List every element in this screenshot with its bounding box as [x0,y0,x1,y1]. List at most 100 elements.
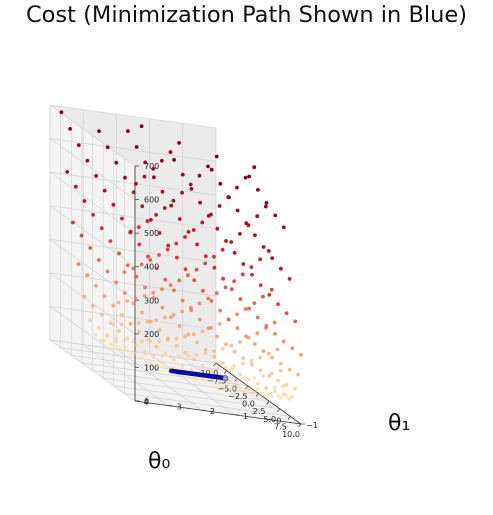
surface-point [284,382,289,387]
surface-point [148,258,153,262]
path-start-point [222,375,229,382]
surface-point [180,309,185,314]
surface-point [114,336,118,341]
surface-point [177,217,182,221]
surface-point [177,324,182,328]
surface-point [220,346,225,351]
surface-point [264,201,269,205]
z-tick-label: 400 [144,263,159,272]
surface-point [220,247,225,252]
surface-point [116,300,121,305]
surface-point [241,356,246,361]
surface-point [96,325,101,330]
x-tick-label: 7.5 [274,422,287,431]
surface-point [235,326,240,331]
z-tick-label: 600 [144,196,159,205]
gridline-z-back [49,138,136,200]
surface-point [177,278,182,283]
surface-point [244,386,248,391]
surface-point [250,272,254,277]
surface-point [148,339,153,344]
surface-point [145,359,150,364]
surface-point [250,362,254,367]
surface-point [212,254,216,259]
y-tick-label: 2 [210,407,215,416]
surface-point [194,267,199,272]
surface-point [154,213,159,217]
surface-point [171,312,176,317]
surface-point [99,312,104,317]
surface-point [215,334,220,339]
surface-point [247,174,252,179]
surface-point [200,220,205,225]
surface-point [252,389,257,394]
surface-point [117,251,121,256]
surface-point [201,288,205,293]
surface-point [252,375,257,380]
surface-point [212,349,216,354]
gridline-x-floor [124,393,291,417]
surface-point [154,362,159,366]
surface-point [269,371,274,376]
surface-point [168,355,173,359]
surface-point [232,349,237,354]
surface-point [235,312,240,317]
surface-point [212,382,217,387]
gridline-x-floor [103,377,270,402]
surface-point [134,181,138,186]
surface-point [272,320,277,325]
gridline-z-back [49,171,136,234]
surface-point [140,339,144,344]
surface-point [168,150,173,155]
surface-point [128,321,133,326]
gridline-x-floor [81,362,248,387]
surface-point [94,284,98,288]
surface-point [256,188,260,192]
surface-point [140,204,145,209]
surface-point [122,291,127,295]
surface-point [76,262,81,266]
surface-point [290,346,295,351]
surface-point [160,305,165,310]
surface-point [255,331,260,336]
surface-point [192,375,196,380]
surface-point [261,392,266,396]
gridline-z-back [49,239,136,301]
surface-point [163,315,167,320]
surface-point [264,386,268,391]
surface-point [189,187,194,191]
surface-point [206,214,211,218]
surface-point [264,324,269,328]
surface-point [218,181,223,186]
surface-point [140,310,145,315]
surface-point [269,287,274,292]
surface-point [174,241,179,246]
surface-point [163,364,167,368]
surface-point [241,262,246,266]
surface-point [151,291,156,295]
surface-point [137,321,141,325]
surface-point [122,338,127,343]
surface-point [281,392,286,397]
surface-point [235,185,239,190]
gridline-z-left [49,138,217,162]
surface-point [273,332,277,336]
surface-point [134,350,139,355]
x-tick-mark [223,370,227,374]
surface-point [266,249,271,253]
surface-point [214,154,219,159]
surface-point [114,280,119,285]
surface-point [290,394,295,399]
surface-point [131,350,136,355]
surface-point [91,304,95,308]
surface-point [137,356,142,360]
surface-point [186,273,190,278]
surface-point [183,334,188,339]
surface-point [206,296,211,301]
gridline-z-left [49,339,217,364]
surface-point [186,230,191,234]
surface-point [97,129,101,134]
surface-point [252,301,257,305]
surface-point [119,348,124,353]
x-tick-label: 2.5 [253,407,266,416]
